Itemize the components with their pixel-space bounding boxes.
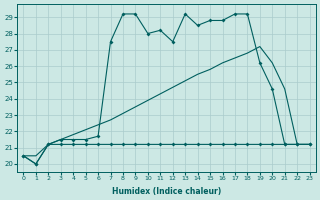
X-axis label: Humidex (Indice chaleur): Humidex (Indice chaleur)	[112, 187, 221, 196]
